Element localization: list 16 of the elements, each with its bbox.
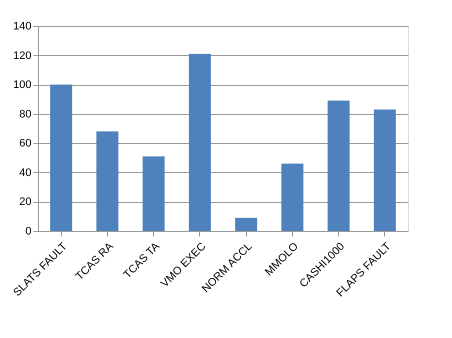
bar (96, 131, 118, 231)
bar (328, 100, 350, 231)
y-tick-label: 40 (19, 166, 32, 179)
y-tick-label: 20 (19, 196, 32, 208)
y-tick-label: 100 (13, 79, 32, 92)
y-tick-label: 0 (25, 226, 32, 238)
bar (188, 54, 211, 231)
bar (374, 109, 396, 231)
y-tick-label: 80 (19, 108, 32, 120)
y-tick-label: 60 (19, 138, 32, 150)
bar (142, 156, 165, 231)
bar (281, 164, 304, 231)
y-tick-label: 140 (13, 20, 32, 32)
bar (235, 218, 258, 231)
y-tick-label: 120 (13, 50, 32, 62)
bar (50, 84, 72, 231)
